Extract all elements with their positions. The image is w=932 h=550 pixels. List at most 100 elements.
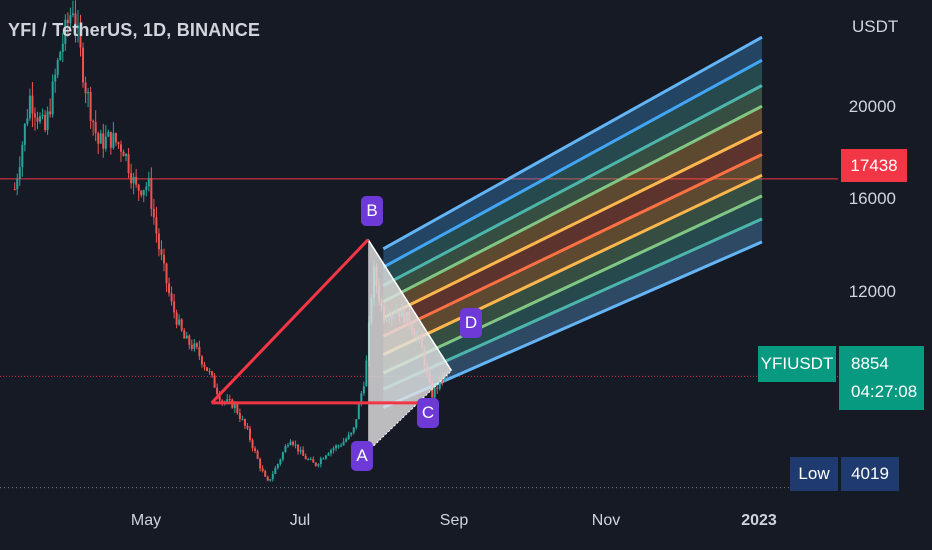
pattern-triangle (368, 239, 452, 452)
candle-body (329, 450, 332, 454)
candle-body (312, 459, 315, 463)
channel-line (382, 173, 763, 356)
candle-body (299, 449, 302, 452)
channel-line (382, 130, 763, 320)
current-price-tag[interactable]: 8854 04:27:08 (839, 346, 924, 410)
pattern-edge (367, 239, 453, 372)
candle-body (71, 13, 74, 16)
candle-body (261, 468, 264, 472)
candle-body (18, 167, 21, 179)
candle-body (130, 173, 133, 184)
candle-body (279, 459, 282, 464)
candle-body (155, 217, 158, 234)
candle-body (54, 74, 57, 82)
pattern-point-c[interactable]: C (417, 398, 439, 428)
channel-band-fill (383, 218, 762, 408)
candle-body (79, 25, 82, 48)
candle-body (87, 91, 90, 94)
candle-body (145, 186, 148, 190)
candle-body (271, 474, 274, 480)
candle-body (26, 118, 29, 124)
candle-body (324, 455, 327, 459)
candle-body (286, 445, 289, 447)
channel-band-fill (383, 37, 762, 268)
pattern-point-b[interactable]: B (361, 196, 383, 226)
candle-body (119, 144, 122, 152)
channel-line (382, 104, 763, 304)
candle-body (41, 114, 44, 117)
candle-body (327, 453, 330, 456)
candle-body (264, 471, 267, 477)
candle-body (188, 335, 191, 345)
candle-body (142, 189, 145, 196)
candle-body (238, 413, 241, 420)
candle-body (31, 95, 34, 114)
candle-body (168, 283, 171, 294)
candle-body (76, 25, 79, 29)
candle-body (309, 459, 312, 461)
candle-body (39, 116, 42, 122)
candle-body (216, 387, 219, 395)
candle-body (112, 133, 115, 148)
channel-band-fill (383, 60, 762, 286)
candle-body (51, 81, 54, 115)
candle-body (61, 43, 64, 52)
candle-body (56, 59, 59, 75)
channel-line (382, 194, 763, 375)
candle-body (97, 133, 100, 144)
candle-body (307, 459, 310, 461)
candle-body (173, 301, 176, 313)
candle-body (236, 404, 239, 414)
candle-body (314, 462, 317, 466)
candle-body (206, 367, 209, 371)
candle-body (319, 458, 322, 465)
candle-body (340, 445, 343, 447)
candle-body (157, 233, 160, 250)
candle-body (266, 476, 269, 481)
candle-body (175, 312, 178, 325)
channel-line (382, 58, 763, 269)
candle-body (347, 434, 350, 440)
candle-body (200, 356, 203, 365)
candle-body (165, 263, 168, 284)
alert-price-tag[interactable]: 17438 (841, 149, 907, 182)
symbol-tag[interactable]: YFIUSDT (758, 346, 836, 382)
candle-body (152, 208, 155, 218)
candle-body (211, 371, 214, 376)
candle-body (135, 176, 138, 185)
pattern-point-d[interactable]: D (460, 308, 482, 338)
candle-body (259, 458, 262, 469)
candle-body (162, 254, 165, 264)
candle-body (213, 375, 216, 388)
y-tick-label: 12000 (848, 282, 896, 301)
pattern-point-a[interactable]: A (351, 441, 373, 471)
candle-body (178, 319, 181, 325)
candle-body (170, 293, 173, 302)
pattern-edge (367, 370, 452, 452)
candle-body (208, 370, 211, 372)
candle-body (281, 452, 284, 460)
candle-body (269, 479, 272, 481)
candle-body (107, 131, 110, 137)
candle-body (28, 95, 31, 119)
candle-body (335, 445, 338, 449)
candle-body (233, 404, 236, 409)
candle-body (147, 178, 150, 187)
candle-body (256, 451, 259, 459)
candle-body (122, 151, 125, 157)
candle-body (109, 131, 112, 148)
x-tick-label: May (130, 512, 162, 529)
candle-body (140, 190, 143, 196)
candle-body (322, 458, 325, 460)
candle-body (360, 393, 363, 404)
candle-body (117, 142, 120, 145)
candle-body (82, 47, 85, 83)
candle-body (332, 448, 335, 451)
channel-line (382, 217, 763, 391)
low-value-tag: 4019 (841, 457, 899, 491)
candle-body (228, 399, 231, 401)
channel-band-fill (383, 106, 762, 318)
candle-body (127, 154, 130, 174)
x-tick-label: Nov (591, 512, 621, 529)
